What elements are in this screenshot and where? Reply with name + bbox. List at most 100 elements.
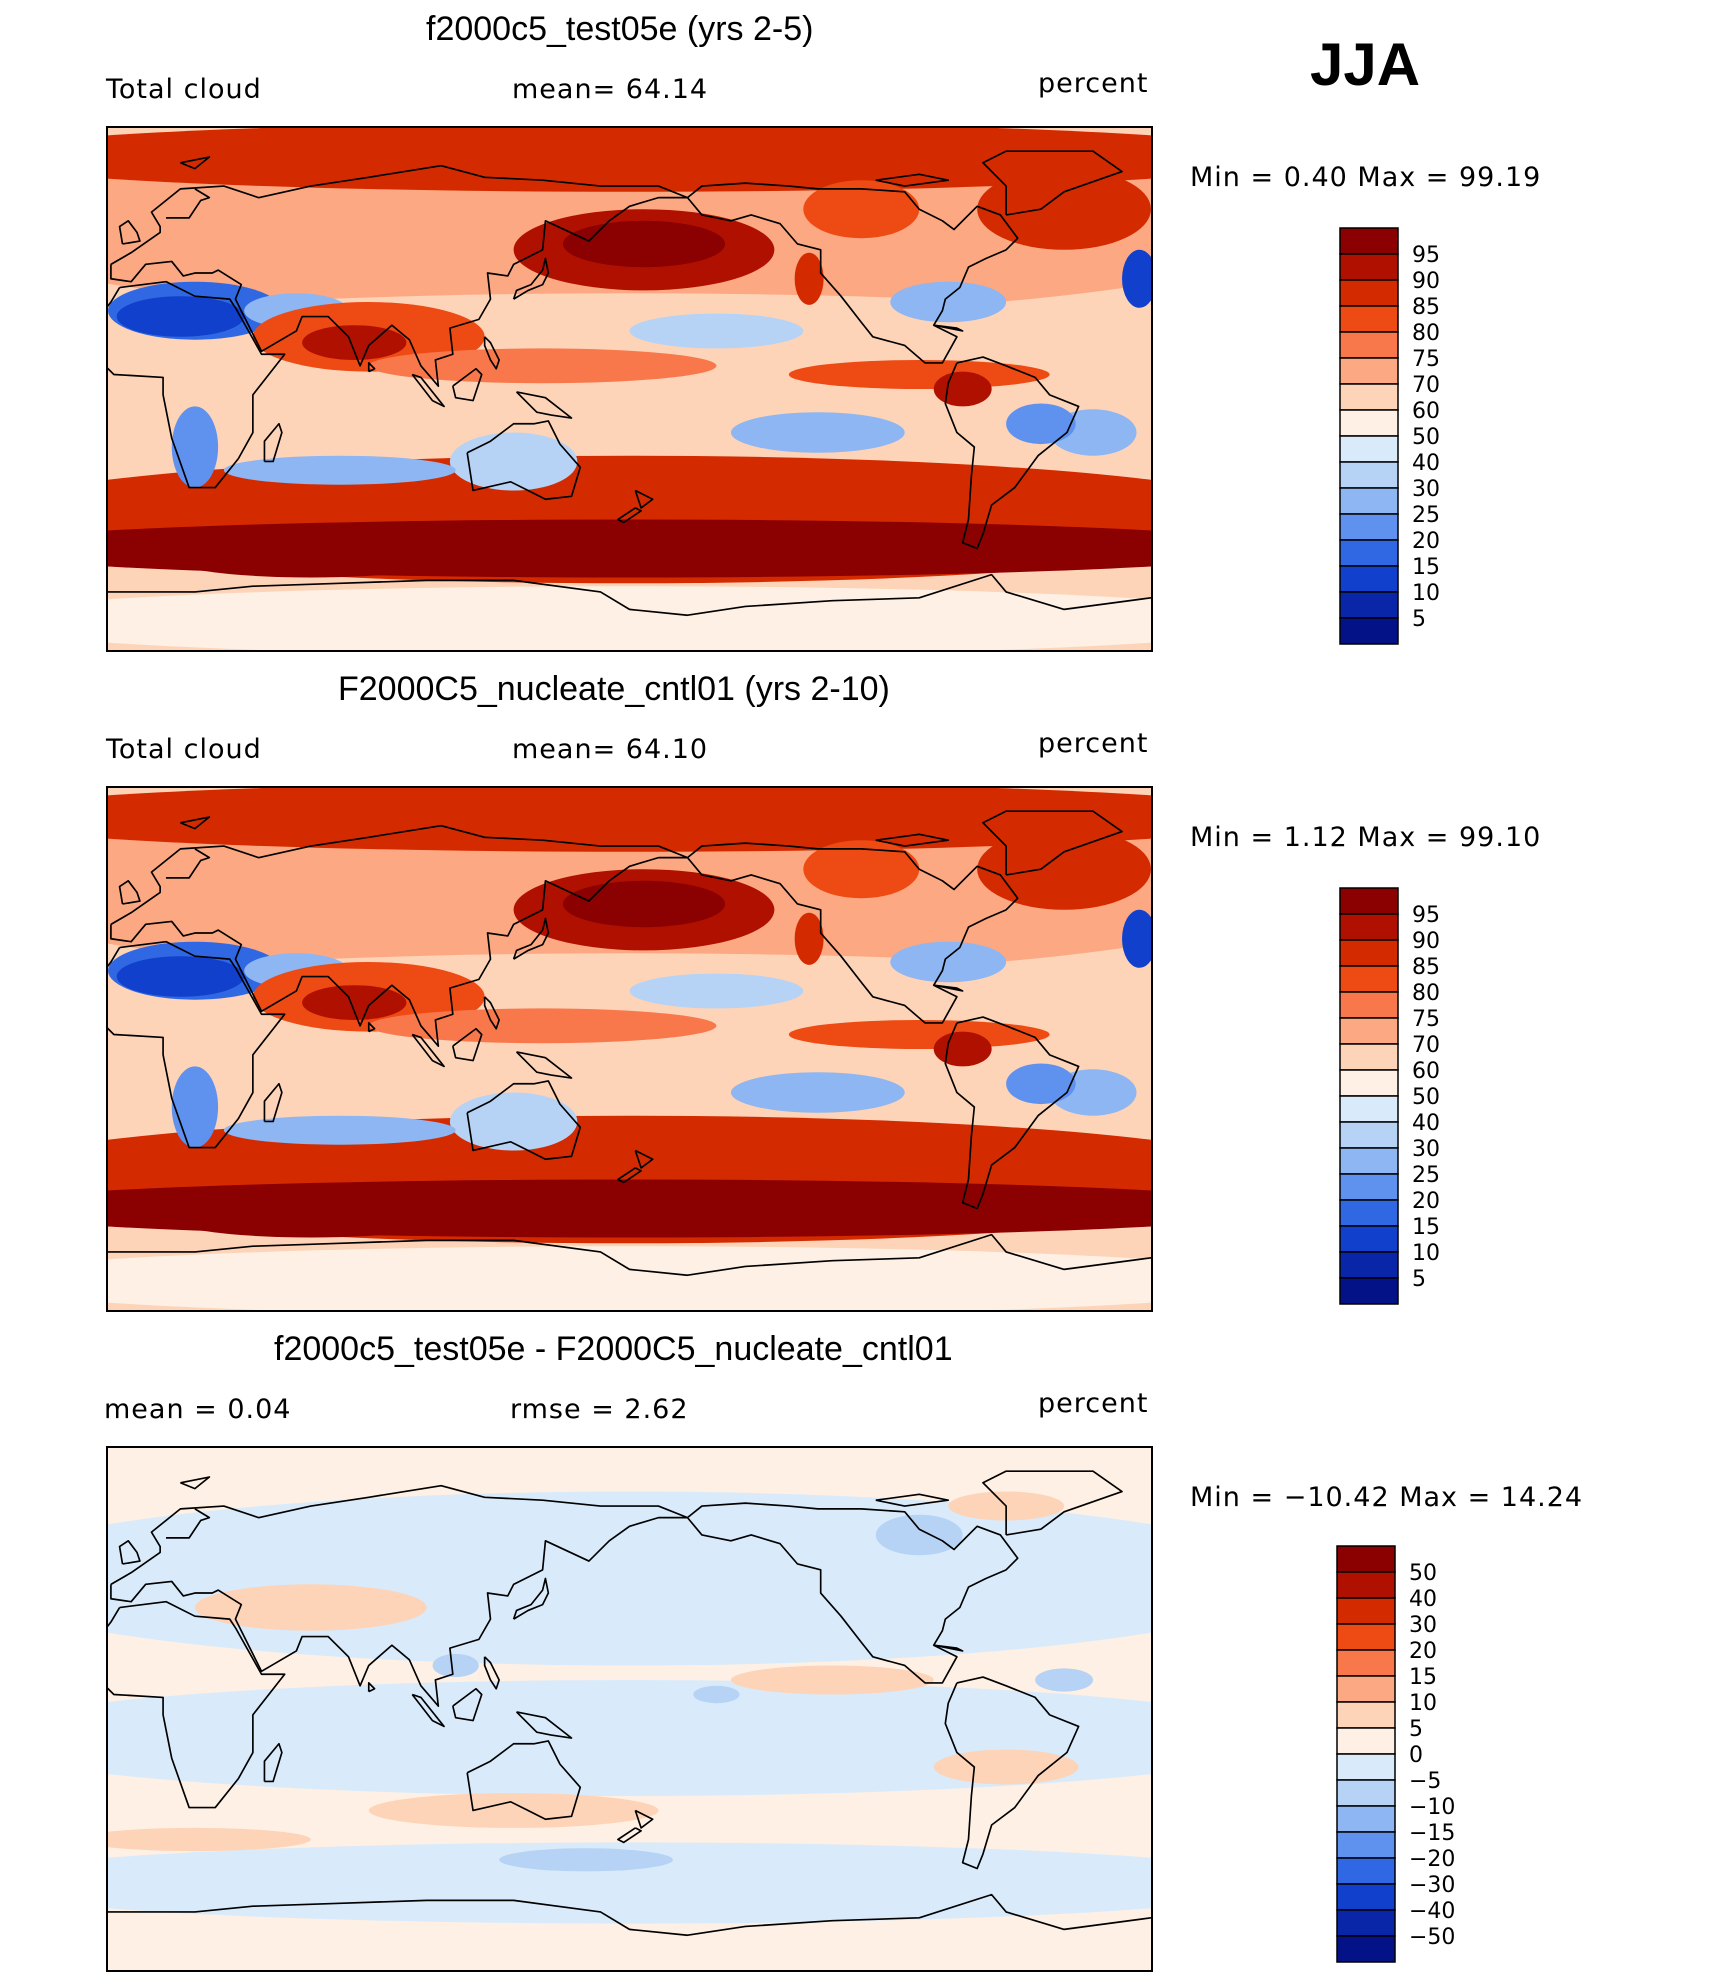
coastline [108, 280, 286, 489]
field-contour-region [165, 1196, 456, 1238]
colorbar-swatch [1336, 1649, 1396, 1677]
coastline [686, 1502, 1019, 1684]
field-contour-region [803, 840, 920, 899]
coastline [466, 1080, 582, 1161]
season-label: JJA [1310, 31, 1421, 98]
colorbar-swatch [1339, 1199, 1399, 1227]
field-contour-region [432, 1653, 479, 1678]
colorbar-swatch [1339, 1251, 1399, 1279]
colorbar-tick-label: 90 [1412, 929, 1440, 954]
colorbar-swatch [1339, 435, 1399, 463]
coastline [180, 156, 211, 170]
coastline [634, 489, 654, 509]
colorbar-tick-label: 30 [1412, 1137, 1440, 1162]
coastline [483, 1656, 500, 1690]
coastline [515, 1711, 573, 1739]
colorbar-swatch [1336, 1571, 1396, 1599]
colorbar-swatch [1339, 305, 1399, 333]
panel-2-map [106, 786, 1153, 1312]
field-contour-region [562, 220, 726, 268]
coastline [944, 356, 1080, 550]
coastline [263, 1742, 283, 1783]
field-contour-region [108, 1246, 1151, 1310]
field-contour-region [171, 406, 219, 488]
colorbar-tick-label: 50 [1412, 425, 1440, 450]
colorbar-tick-label: −10 [1409, 1795, 1455, 1820]
coastline [944, 1016, 1080, 1210]
panel-1-map-svg [108, 128, 1151, 650]
field-contour-region [1006, 1063, 1076, 1105]
coastline [367, 1682, 376, 1693]
colorbar-swatch [1339, 591, 1399, 619]
colorbar-swatch [1339, 331, 1399, 359]
colorbar-tick-label: 40 [1412, 1111, 1440, 1136]
panel-1-map [106, 126, 1153, 652]
coastline [933, 984, 964, 992]
colorbar-tick-label: 50 [1412, 1085, 1440, 1110]
colorbar-tick-label: 10 [1412, 1241, 1440, 1266]
coastline [875, 1493, 950, 1507]
panel-2-title: F2000C5_nucleate_cntl01 (yrs 2-10) [338, 670, 890, 708]
coastline [512, 1577, 550, 1620]
field-contour-region [629, 313, 804, 349]
colorbar-tick-label: 40 [1412, 451, 1440, 476]
colorbar-tick-label: 0 [1409, 1743, 1423, 1768]
coastline [108, 1233, 1151, 1277]
colorbar-tick-label: 75 [1412, 1007, 1440, 1032]
field-contour-region [171, 1066, 219, 1148]
coastline [933, 324, 964, 332]
field-contour-region [108, 128, 1151, 192]
colorbar-swatch [1339, 913, 1399, 941]
field-contour-region [629, 973, 804, 1009]
field-contour-region [890, 281, 1007, 323]
coastline [617, 1167, 642, 1184]
colorbar-swatch [1339, 939, 1399, 967]
coastline [617, 507, 642, 524]
colorbar-swatch [1339, 279, 1399, 307]
panel-2-colorbar: 95 90 85 80 75 70 60 50 40 30 25 20 15 10 5 [1338, 887, 1478, 1305]
colorbar-swatch [1339, 1121, 1399, 1149]
coastline [110, 824, 689, 1047]
coastline [466, 1740, 582, 1821]
colorbar-swatch [1339, 991, 1399, 1019]
coastline [411, 373, 445, 408]
coastline [263, 422, 283, 463]
panel-2-variable-label: Total cloud [106, 734, 262, 765]
coastline [118, 879, 141, 905]
colorbar-tick-label: 80 [1412, 321, 1440, 346]
field-contour-region [116, 296, 245, 337]
coastline [108, 573, 1151, 617]
colorbar-swatch [1339, 253, 1399, 281]
field-contour-region [875, 1514, 963, 1556]
coastline [165, 1508, 211, 1539]
field-contour-region [108, 586, 1151, 650]
colorbar-tick-label: 30 [1409, 1613, 1437, 1638]
panel-1-colorbar: 95 90 85 80 75 70 60 50 40 30 25 20 15 10 5 [1338, 227, 1478, 645]
field-contour-region [1122, 249, 1151, 308]
colorbar-swatch [1339, 461, 1399, 489]
field-contour-region [977, 828, 1151, 910]
field-contour-region [1122, 909, 1151, 968]
panel-3-rmse-label: rmse = 2.62 [510, 1394, 689, 1425]
colorbar-tick-label: 40 [1409, 1587, 1437, 1612]
coastline [411, 1693, 445, 1728]
coastline [367, 362, 376, 373]
colorbar-tick-label: 95 [1412, 903, 1440, 928]
panel-3-mean-label: mean = 0.04 [104, 1394, 292, 1425]
panel-1-min-max: Min = 0.40 Max = 99.19 [1190, 162, 1542, 193]
field-contour-region [368, 348, 717, 384]
colorbar-swatch [1339, 617, 1399, 645]
colorbar-swatch [1339, 227, 1399, 255]
field-contour-region [108, 1827, 311, 1852]
field-contour-region [449, 1092, 578, 1151]
field-contour-region [368, 1008, 717, 1044]
panel-3-title: f2000c5_test05e - F2000C5_nucleate_cntl0… [274, 1330, 953, 1368]
panel-2-map-svg [108, 788, 1151, 1310]
coastline [515, 391, 573, 419]
coastline [634, 1809, 654, 1829]
coastline [933, 1644, 964, 1652]
colorbar-tick-label: −5 [1409, 1769, 1441, 1794]
coastline [118, 1539, 141, 1565]
colorbar-swatch [1336, 1623, 1396, 1651]
coastline [512, 917, 550, 960]
